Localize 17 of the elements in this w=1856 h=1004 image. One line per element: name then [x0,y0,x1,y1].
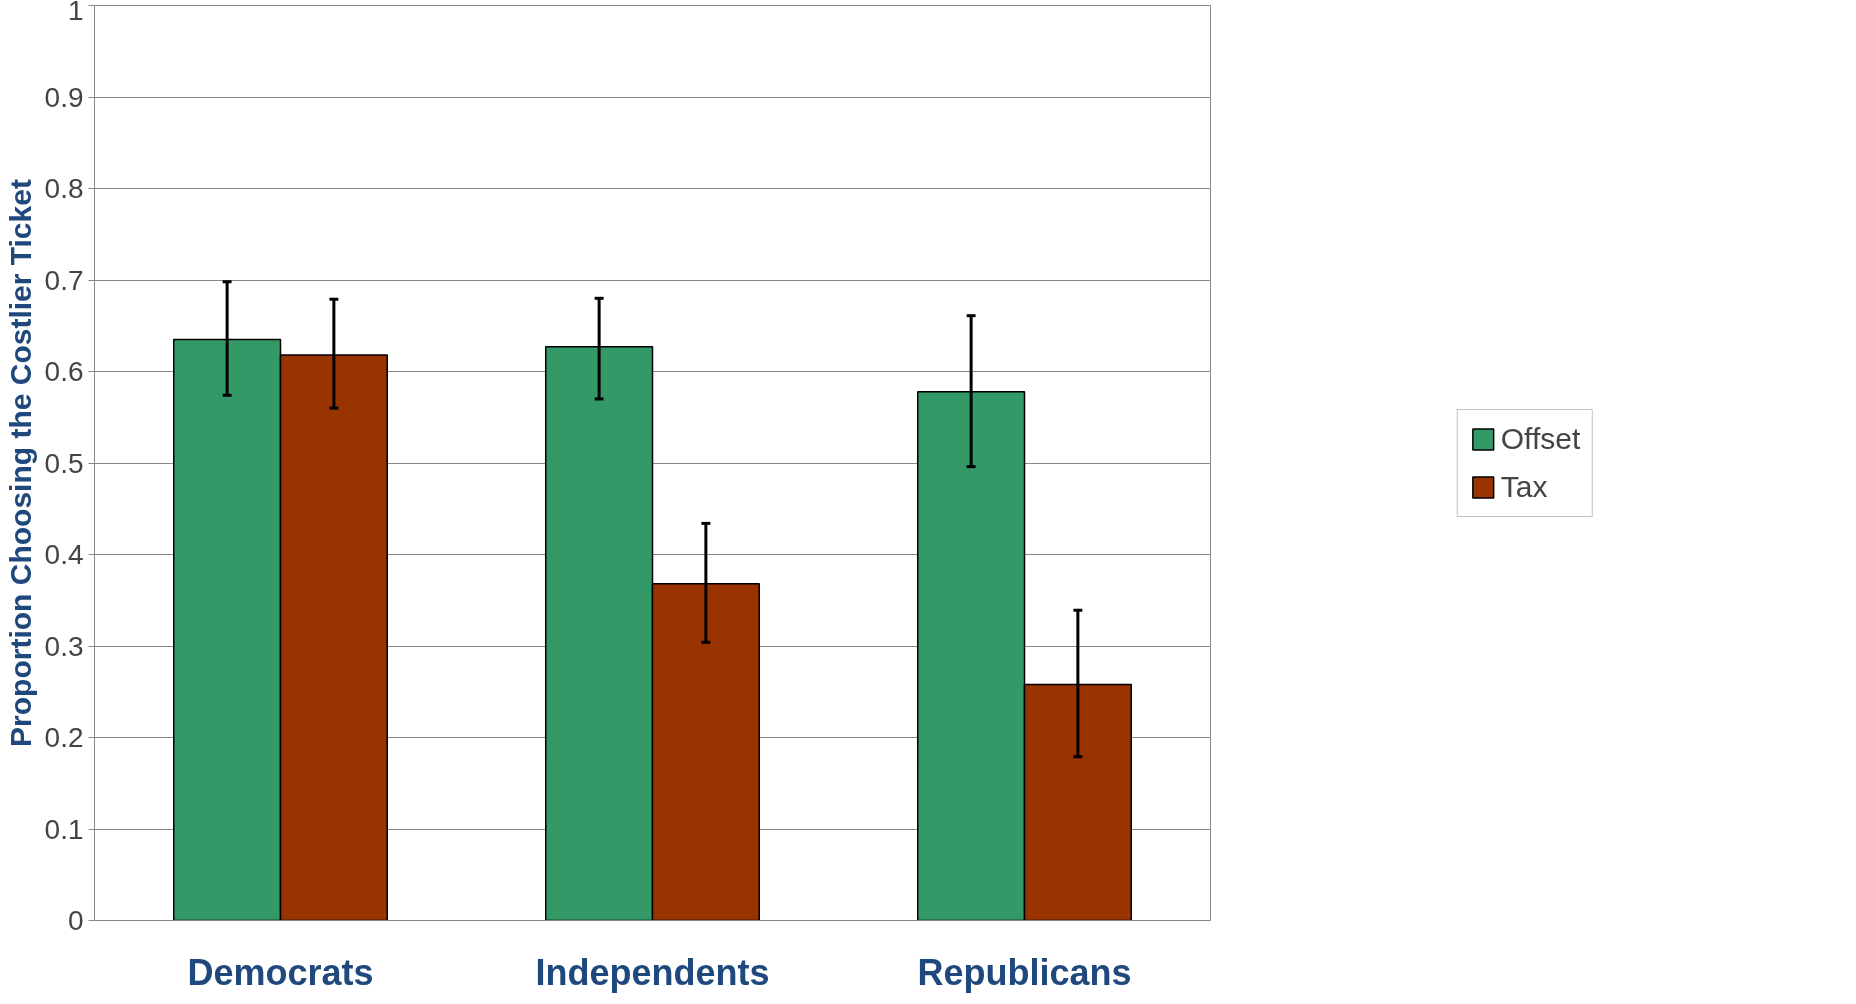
y-tick-label: 0.9 [44,81,84,113]
y-tick-label: 0 [67,905,84,936]
y-tick-label: 0.1 [44,813,84,845]
y-tick-label: 0.8 [44,173,84,204]
y-axis-title: Proportion Choosing the Costlier Ticket [3,179,37,747]
y-tick-label: 0.7 [44,264,84,296]
x-tick-label: Republicans [917,951,1132,993]
y-tick-label: 1 [67,0,84,26]
y-tick-label: 0.4 [44,539,84,570]
y-tick-label: 0.2 [44,722,84,753]
y-tick-label: 0.6 [44,356,84,387]
y-tick-label: 0.3 [44,630,84,662]
legend-label: Tax [1500,469,1548,504]
legend-label: Offset [1500,421,1581,456]
x-tick-label: Democrats [187,951,374,993]
x-tick-label: Independents [535,951,770,993]
y-tick-label: 0.5 [44,447,84,479]
